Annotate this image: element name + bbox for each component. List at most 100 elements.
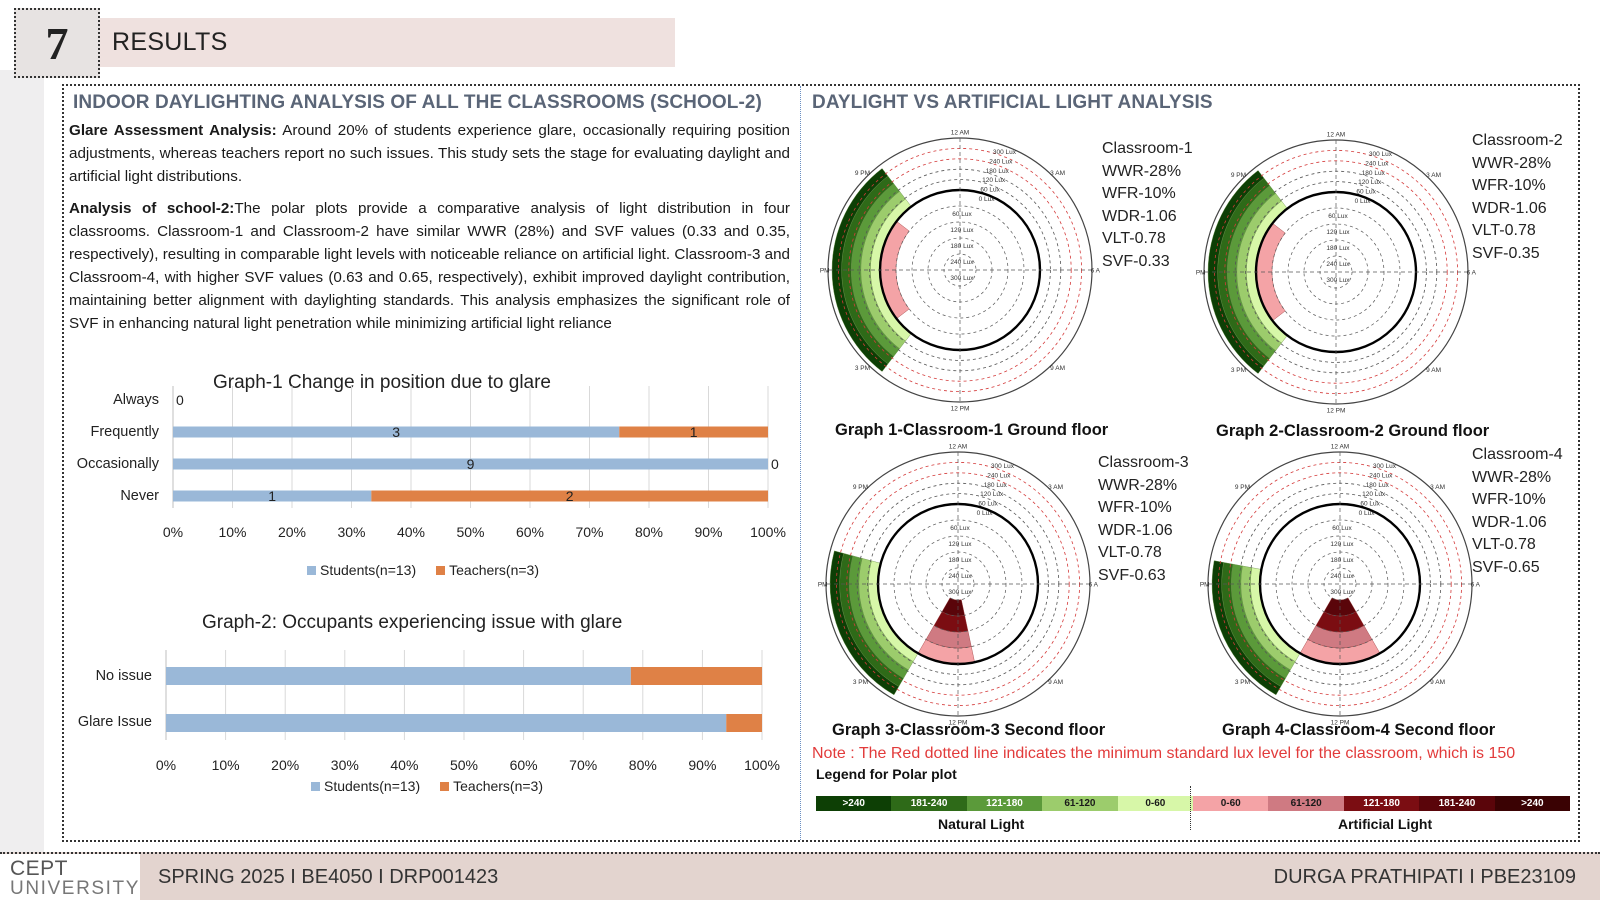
classroom-1-name: Classroom-1 [1102,140,1193,157]
artificial-legend-cell: 121-180 [1343,796,1420,811]
footer: CEPT UNIVERSITY SPRING 2025 I BE4050 I D… [0,852,1600,900]
polar1-natural-band [831,168,889,372]
polar2-inner-lux-label: 240 Lux [1326,261,1350,268]
graph2-legend-students: Students(n=13) [311,778,420,794]
graph2-x-tick-label: 100% [744,757,780,773]
graph2-x-tick-label: 0% [155,757,177,773]
polar-caption-4: Graph 4-Classroom-4 Second floor [1222,721,1496,739]
graph1-category-never: Never [120,488,159,504]
left-heading: INDOOR DAYLIGHTING ANALYSIS OF ALL THE C… [73,92,762,113]
natural-legend-cell: >240 [816,796,892,811]
polar2-hour-label: 12 AM [1327,132,1345,139]
polar2-standard-lux-line [1224,160,1448,384]
polar-plot-classroom-2: 12 AM 3 AM 6 AM 9 AM 12 PM 3 PM 6 PM 9 PM 300 Lu… [1196,132,1476,415]
graph1-category-frequently: Frequently [90,424,159,440]
classroom-1-svf: SVF-0.33 [1102,252,1170,270]
graph2-x-tick-label: 50% [449,757,479,773]
polar3-lux-label: 180 Lux [984,482,1008,489]
footer-course-info: SPRING 2025 I BE4050 I DRP001423 [158,866,499,888]
polar4-hour-label: 6 PM [1200,582,1210,589]
polar4-lux-label: 240 Lux [1369,473,1393,480]
logo-line-1: CEPT [10,857,69,880]
analysis-label: Analysis of school-2: [69,200,235,217]
polar4-inner-lux-label: 240 Lux [1330,573,1354,580]
polar-caption-3: Graph 3-Classroom-3 Second floor [832,721,1106,739]
polar1-hour-label: 6 AM [1091,268,1100,275]
classroom-1-wwr: WWR-28% [1102,162,1182,180]
polar2-hour-label: 9 AM [1426,367,1441,374]
natural-legend-cell: 121-180 [966,796,1043,811]
polar3-hour-label: 3 AM [1048,484,1063,491]
graph2-category-no-issue: No issue [95,668,152,684]
polar1-lux-label: 300 Lux [993,149,1017,156]
polar1-lux-label: 120 Lux [982,177,1006,184]
polar3-hour-label: 9 PM [853,484,868,491]
graph2-x-tick-label: 70% [569,757,598,773]
polar4-hour-label: 3 PM [1235,679,1250,686]
classroom-1-info: Classroom-1 WWR-28% WFR-10% WDR-1.06 VLT… [1102,138,1193,273]
classroom-3-wwr: WWR-28% [1098,476,1178,494]
polar4-outer-grid-ring [1249,493,1431,675]
polar3-inner-lux-label: 300 Lux [948,589,972,596]
polar4-standard-lux-line [1228,472,1452,696]
classroom-4-wdr: WDR-1.06 [1472,513,1547,531]
polar4-hour-label: 6 AM [1471,582,1480,589]
graph2-legend-swatch-teachers [440,781,450,791]
polar4-lux-label: 180 Lux [1366,482,1390,489]
polar2-inner-lux-label: 300 Lux [1326,277,1350,284]
polar2-lux-label: 60 Lux [1356,189,1376,196]
polar4-lux-label: 120 Lux [1362,491,1386,498]
polar4-inner-lux-label: 60 Lux [1332,525,1352,532]
polar4-inner-lux-label: 180 Lux [1330,557,1354,564]
polar4-inner-lux-label: 300 Lux [1330,589,1354,596]
classroom-1-wdr: WDR-1.06 [1102,207,1177,225]
section-number: 7 [45,17,69,69]
polar-caption-1: Graph 1-Classroom-1 Ground floor [835,421,1109,439]
polar3-lux-label: 120 Lux [980,491,1004,498]
classroom-2-name: Classroom-2 [1472,132,1563,149]
polar2-hour-label: 3 AM [1426,172,1441,179]
polar1-hour-label: 9 PM [855,170,870,177]
polar3-hour-label: 12 AM [949,444,967,451]
classroom-2-vlt: VLT-0.78 [1472,222,1536,239]
natural-legend-cell: 0-60 [1117,796,1194,811]
logo-line-2: UNIVERSITY [10,878,141,899]
polar-legend-scale: >240 181-240 121-180 61-120 0-60 0-60 61-120 12… [816,796,1571,811]
polar3-inner-lux-label: 120 Lux [948,541,972,548]
classroom-3-info: Classroom-3 WWR-28% WFR-10% WDR-1.06 VLT… [1098,452,1189,587]
graph1-x-tick-label: 0% [162,524,184,540]
lux-standard-note: Note : The Red dotted line indicates the… [812,745,1516,762]
graph1-x-tick-label: 50% [456,524,485,540]
graph2-x-tick-label: 30% [330,757,359,773]
polar4-lux-label: 60 Lux [1360,501,1380,508]
classroom-2-wwr: WWR-28% [1472,154,1552,172]
polar3-hour-label: 12 PM [949,720,968,727]
polar2-outer-grid-ring [1245,181,1427,363]
polar2-inner-lux-label: 60 Lux [1328,213,1348,220]
graph2-x-tick-label: 80% [628,757,657,773]
polar1-hour-label: 3 PM [855,365,870,372]
graph2-x-tick-label: 10% [211,757,240,773]
polar2-inner-lux-label: 120 Lux [1326,229,1350,236]
polar-legend-title: Legend for Polar plot [816,766,957,782]
graph1-legend-label-students: Students(n=13) [320,562,417,578]
polar1-inner-lux-label: 60 Lux [952,211,972,218]
polar-plot-classroom-3: 12 AM 3 AM 6 AM 9 AM 12 PM 3 PM 6 PM 9 PM 300 Lu… [818,444,1098,727]
polar3-hour-label: 3 PM [853,679,868,686]
polar4-lux-label: 300 Lux [1373,463,1397,470]
classroom-2-wfr: WFR-10% [1472,177,1546,194]
polar3-hour-label: 9 AM [1048,679,1063,686]
section-title-bar: RESULTS [100,18,675,67]
polar1-inner-lux-label: 240 Lux [950,259,974,266]
graph1-title: Graph-1 Change in position due to glare [213,372,552,393]
polar4-lux-label: 0 Lux [1359,510,1376,517]
classroom-4-name: Classroom-4 [1472,446,1563,463]
polar3-inner-lux-label: 60 Lux [950,525,970,532]
polar3-lux-label: 300 Lux [991,463,1015,470]
polar2-hour-label: 12 PM [1327,408,1346,415]
natural-light-label: Natural Light [938,816,1025,832]
graph1-x-tick-label: 10% [218,524,247,540]
polar1-hour-label: 12 AM [951,130,969,137]
polar1-lux-label: 0 Lux [979,196,996,203]
graph1-x-tick-label: 70% [575,524,604,540]
